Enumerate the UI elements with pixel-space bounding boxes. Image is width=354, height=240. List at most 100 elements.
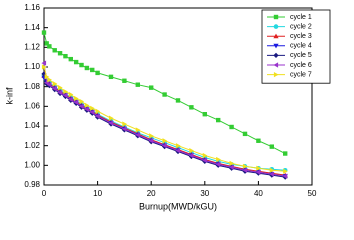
marker [188, 152, 194, 159]
marker [58, 85, 63, 91]
series [41, 75, 288, 179]
marker [78, 103, 84, 109]
marker [122, 121, 127, 127]
marker [122, 78, 127, 83]
y-tick-label: 1.16 [24, 3, 40, 12]
marker [149, 85, 154, 90]
marker [269, 167, 275, 173]
legend-box [261, 9, 331, 84]
marker [229, 124, 234, 130]
x-tick-label: 40 [254, 189, 263, 198]
marker [90, 105, 95, 111]
y-tick-label: 1.10 [24, 62, 40, 71]
marker [68, 56, 73, 62]
marker [52, 86, 57, 92]
marker [89, 109, 95, 115]
marker [282, 173, 288, 179]
marker [108, 74, 114, 80]
y-tick-label: 1.02 [24, 141, 40, 150]
marker [57, 51, 63, 56]
marker [46, 82, 52, 88]
legend-label: cycle 4 [290, 43, 312, 50]
marker [135, 132, 140, 138]
marker [52, 81, 58, 87]
marker [84, 65, 90, 71]
legend-marker [273, 24, 279, 29]
marker [41, 30, 47, 35]
marker [255, 169, 261, 175]
marker [202, 157, 207, 164]
y-tick-label: 0.98 [24, 180, 40, 189]
legend-marker [273, 62, 279, 68]
series-line [43, 74, 286, 171]
x-tick-label: 50 [308, 189, 317, 198]
marker [162, 143, 167, 149]
marker [162, 92, 167, 97]
marker [79, 98, 85, 105]
marker [148, 138, 154, 144]
legend-label: cycle 6 [290, 62, 312, 69]
marker [57, 89, 63, 96]
marker [175, 143, 181, 149]
series-line [43, 75, 286, 176]
marker [189, 147, 194, 154]
marker [202, 152, 208, 159]
legend-marker [273, 43, 279, 49]
series-line [43, 62, 286, 177]
series-line [43, 73, 286, 178]
marker [79, 62, 84, 68]
marker [283, 168, 288, 174]
marker [202, 112, 207, 117]
series-line [43, 66, 286, 172]
marker [108, 120, 114, 126]
legend-label: cycle 1 [290, 14, 312, 21]
plot-frame [43, 7, 313, 186]
marker [269, 171, 274, 177]
marker [216, 156, 221, 163]
marker [269, 144, 274, 149]
legend-label: cycle 3 [290, 33, 312, 40]
marker [62, 92, 68, 99]
marker [175, 98, 181, 103]
legend-marker [273, 52, 279, 58]
y-tick-label: 1.14 [24, 23, 40, 32]
marker [162, 138, 168, 144]
marker [47, 44, 52, 49]
marker [229, 160, 235, 166]
marker [41, 71, 47, 77]
marker [121, 126, 127, 132]
y-tick-label: 1.12 [24, 42, 40, 51]
marker [44, 74, 50, 80]
legend-label: cycle 2 [290, 23, 312, 30]
y-tick-label: 1.04 [24, 121, 40, 130]
legend: cycle 1 cycle 2 cycle 3 cycle 4 cycle 5 cycle… [261, 9, 331, 84]
marker [95, 113, 100, 119]
series [41, 64, 288, 174]
series [41, 71, 288, 180]
marker [90, 67, 95, 73]
series [41, 72, 288, 173]
marker [52, 48, 57, 53]
y-tick-label: 1.00 [24, 160, 40, 169]
marker [108, 115, 114, 121]
chart: k-inf Burnup(MWD/kGU) 0.98 1.00 1.02 1.04 1.… [4, 3, 331, 211]
x-tick-label: 20 [147, 189, 156, 198]
marker [73, 59, 79, 65]
x-tick-label: 30 [200, 189, 209, 198]
marker [41, 60, 47, 66]
legend-label: cycle 7 [290, 71, 312, 78]
marker [216, 117, 221, 123]
marker [242, 163, 248, 169]
marker [256, 138, 261, 143]
marker [95, 70, 100, 76]
marker [63, 53, 68, 59]
y-tick-label: 1.08 [24, 82, 40, 91]
marker [215, 161, 221, 167]
x-tick-label: 10 [93, 189, 102, 198]
marker [256, 165, 261, 171]
legend-marker [273, 14, 279, 20]
marker [242, 167, 248, 173]
marker [47, 77, 52, 83]
marker [242, 131, 248, 137]
marker [73, 99, 79, 105]
